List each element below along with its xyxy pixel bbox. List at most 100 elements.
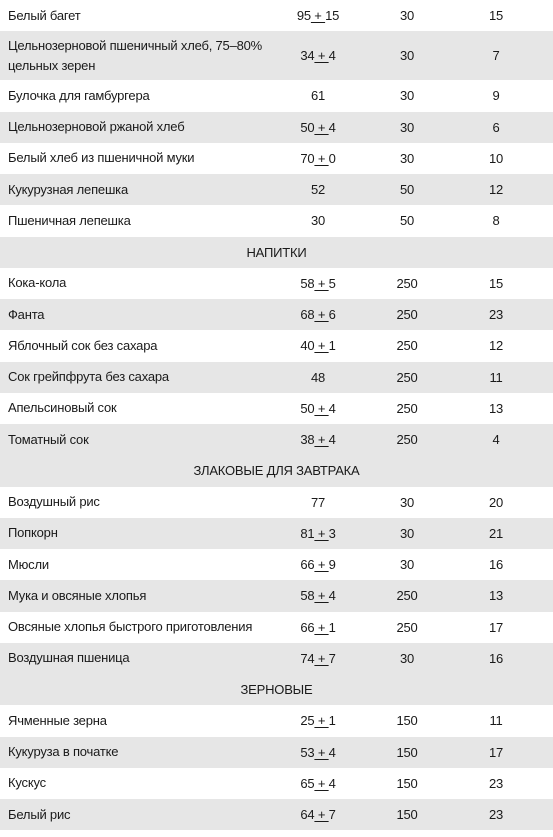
glycemic-load: 17: [488, 619, 504, 635]
glycemic-index-value: 38: [300, 432, 315, 448]
food-name: Булочка для гамбургера: [8, 87, 150, 103]
food-name: Пшеничная лепешка: [8, 212, 131, 228]
glycemic-index: 50 + 4: [268, 393, 368, 424]
glycemic-index-deviation: 6: [328, 307, 336, 323]
portion-size: 30: [399, 119, 415, 135]
food-name: Апельсиновый сок: [8, 400, 117, 416]
table-row: Апельсиновый сок 50 + 4 250 13: [0, 393, 553, 424]
glycemic-index: 66 + 1: [268, 612, 368, 643]
plus-minus-sign: +: [314, 713, 329, 729]
food-name: Сок грейпфрута без сахара: [8, 369, 169, 385]
glycemic-index: 70 + 0: [268, 143, 368, 174]
section-header: ЗЛАКОВЫЕ ДЛЯ ЗАВТРАКА: [0, 455, 553, 487]
glycemic-index: 52: [268, 174, 368, 205]
glycemic-load: 10: [488, 150, 504, 166]
food-name: Белый багет: [8, 7, 81, 23]
table-row: Сок грейпфрута без сахара 48 250 11: [0, 361, 553, 393]
glycemic-index-deviation: 1: [328, 619, 336, 635]
glycemic-index: 40 + 1: [268, 330, 368, 361]
plus-minus-sign: +: [314, 588, 329, 604]
food-name: Овсяные хлопья быстрого приготовления: [8, 619, 253, 635]
glycemic-load: 15: [488, 275, 504, 291]
glycemic-index: 34 + 4: [268, 31, 368, 80]
glycemic-index: 58 + 5: [268, 268, 368, 299]
glycemic-index-value: 30: [310, 213, 326, 229]
glycemic-index: 48: [268, 362, 368, 393]
table-row: Мука и овсяные хлопья 58 + 4 250 13: [0, 580, 553, 612]
table-row: Ячменные зерна 25 + 1 150 11: [0, 705, 553, 736]
plus-minus-sign: +: [310, 8, 326, 24]
glycemic-index-value: 81: [300, 525, 315, 541]
glycemic-index: 81 + 3: [268, 518, 368, 549]
glycemic-load: 20: [488, 494, 504, 510]
glycemic-index-deviation: 7: [328, 807, 336, 823]
food-name: Томатный сок: [8, 431, 89, 447]
glycemic-load: 21: [488, 525, 504, 541]
glycemic-index: 38 + 4: [268, 424, 368, 455]
glycemic-load: 13: [488, 400, 504, 416]
glycemic-index: 61: [268, 80, 368, 111]
glycemic-index: 77: [268, 487, 368, 518]
glycemic-index: 58 + 4: [268, 580, 368, 611]
glycemic-index-value: 48: [310, 369, 326, 385]
table-row: Кукуруза в початке 53 + 4 150 17: [0, 736, 553, 768]
portion-size: 250: [396, 369, 418, 385]
section-header: ЗЕРНОВЫЕ: [0, 674, 553, 706]
glycemic-index-deviation: 4: [328, 400, 336, 416]
glycemic-load: 4: [492, 432, 500, 448]
table-row: Томатный сок 38 + 4 250 4: [0, 424, 553, 456]
portion-size: 250: [396, 338, 418, 354]
glycemic-index-deviation: 3: [328, 525, 336, 541]
plus-minus-sign: +: [314, 338, 329, 354]
food-name: Фанта: [8, 306, 45, 322]
glycemic-load: 23: [488, 807, 504, 823]
plus-minus-sign: +: [314, 619, 329, 635]
portion-size: 150: [396, 744, 418, 760]
glycemic-index-value: 40: [300, 338, 315, 354]
table-row: Попкорн 81 + 3 30 21: [0, 517, 553, 549]
table-row: Овсяные хлопья быстрого приготовления 66 …: [0, 612, 553, 643]
glycemic-index: 25 + 1: [268, 705, 368, 736]
glycemic-index-value: 74: [300, 650, 315, 666]
glycemic-index-deviation: 4: [328, 775, 336, 791]
plus-minus-sign: +: [314, 275, 329, 291]
glycemic-load: 6: [492, 119, 500, 135]
table-row: Воздушная пшеница 74 + 7 30 16: [0, 642, 553, 674]
glycemic-index: 50 + 4: [268, 112, 368, 143]
glycemic-load: 12: [488, 182, 504, 198]
glycemic-index-deviation: 1: [328, 338, 336, 354]
glycemic-load: 23: [488, 307, 504, 323]
food-name: Мука и овсяные хлопья: [8, 587, 147, 603]
table-row: Пшеничная лепешка 30 50 8: [0, 205, 553, 236]
glycemic-index-deviation: 4: [328, 48, 336, 64]
glycemic-index: 64 + 7: [268, 799, 368, 830]
portion-size: 30: [399, 525, 415, 541]
glycemic-index-value: 61: [310, 88, 326, 104]
glycemic-index-value: 70: [300, 150, 315, 166]
food-name: Ячменные зерна: [8, 712, 107, 728]
glycemic-index-deviation: 0: [328, 150, 336, 166]
table-row: Белый хлеб из пшеничной муки 70 + 0 30 10: [0, 143, 553, 174]
portion-size: 30: [399, 48, 415, 64]
glycemic-index-value: 77: [310, 494, 326, 510]
table-row: Белый багет 95 + 15 30 15: [0, 0, 553, 31]
glycemic-index-deviation: 4: [328, 432, 336, 448]
glycemic-index-value: 68: [300, 307, 315, 323]
table-row: Цельнозерновой пшеничный хлеб, 75–80% це…: [0, 31, 553, 81]
glycemic-index-value: 53: [300, 744, 315, 760]
plus-minus-sign: +: [314, 650, 329, 666]
food-name: Кока-кола: [8, 275, 67, 291]
food-name: Кускус: [8, 775, 46, 791]
glycemic-load: 7: [492, 48, 500, 64]
table-row: Цельнозерновой ржаной хлеб 50 + 4 30 6: [0, 111, 553, 143]
portion-size: 250: [396, 307, 418, 323]
food-name: Белый хлеб из пшеничной муки: [8, 150, 195, 166]
glycemic-index-value: 65: [300, 775, 315, 791]
plus-minus-sign: +: [314, 432, 329, 448]
section-header: НАПИТКИ: [0, 236, 553, 268]
glycemic-index: 53 + 4: [268, 737, 368, 768]
food-name: Белый рис: [8, 806, 71, 822]
portion-size: 50: [399, 182, 415, 198]
plus-minus-sign: +: [314, 807, 329, 823]
